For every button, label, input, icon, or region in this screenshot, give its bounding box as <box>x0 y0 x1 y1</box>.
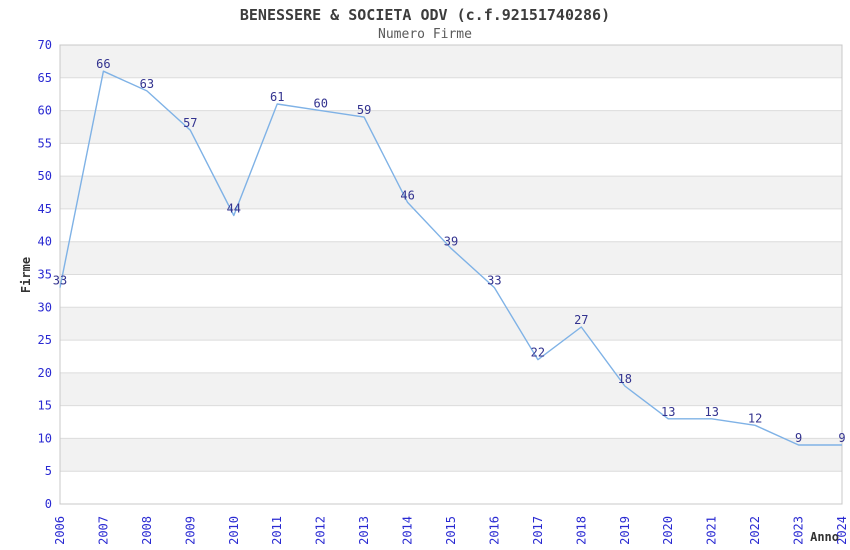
y-axis-tick-label: 20 <box>38 366 52 380</box>
plot-border <box>59 44 843 505</box>
plot-band <box>60 471 842 504</box>
y-axis-tick-label: 40 <box>38 235 52 249</box>
y-axis-tick-label: 15 <box>38 399 52 413</box>
y-axis-tick-label: 35 <box>38 268 52 282</box>
x-axis-tick-label: 2006 <box>53 516 67 545</box>
y-axis-tick-label: 55 <box>38 136 52 150</box>
chart-title: BENESSERE & SOCIETA ODV (c.f.92151740286… <box>239 6 611 24</box>
y-axis-tick-label: 60 <box>38 104 52 118</box>
x-axis-title: Anno <box>810 530 839 544</box>
data-point-label: 46 <box>400 188 414 202</box>
x-axis-tick-label: 2007 <box>96 516 110 545</box>
y-axis-tick-label: 30 <box>38 300 52 314</box>
y-axis-tick-label: 50 <box>38 169 52 183</box>
y-axis-tick-label: 65 <box>38 71 52 85</box>
data-point-label: 13 <box>661 405 675 419</box>
plot-band <box>60 77 842 111</box>
y-axis-tick-label: 5 <box>45 464 52 478</box>
plot-band <box>60 176 842 209</box>
data-point-label: 9 <box>795 431 802 445</box>
plot-band <box>60 438 842 472</box>
data-point-label: 33 <box>487 274 501 288</box>
plot-band <box>60 241 842 275</box>
data-point-label: 18 <box>618 372 632 386</box>
x-axis-tick-label: 2017 <box>531 516 545 545</box>
data-point-label: 57 <box>183 116 197 130</box>
x-axis-tick-label: 2015 <box>444 516 458 545</box>
data-point-label: 27 <box>574 313 588 327</box>
y-axis-tick-label: 25 <box>38 333 52 347</box>
x-axis-tick-label: 2019 <box>618 516 632 545</box>
data-point-label: 39 <box>444 234 458 248</box>
plot-band <box>60 143 842 177</box>
x-axis-tick-label: 2020 <box>661 516 675 545</box>
x-axis-tick-label: 2016 <box>487 516 501 545</box>
x-axis-tick-label: 2024 <box>835 516 849 545</box>
x-axis-tick-label: 2009 <box>183 516 197 545</box>
plot-band <box>60 307 842 341</box>
data-point-label: 59 <box>357 103 371 117</box>
data-line <box>59 70 842 446</box>
plot-band <box>60 340 842 373</box>
x-axis-tick-label: 2008 <box>140 516 154 545</box>
y-axis-tick-label: 70 <box>38 38 52 52</box>
data-point-label: 12 <box>748 411 762 425</box>
data-point-label: 60 <box>313 97 327 111</box>
data-point-label: 63 <box>140 77 154 91</box>
plot-band <box>60 372 842 406</box>
x-axis-tick-label: 2021 <box>705 516 719 545</box>
data-point-label: 44 <box>227 202 241 216</box>
y-axis-tick-label: 0 <box>45 497 52 511</box>
data-point-label: 22 <box>531 346 545 360</box>
x-axis-tick-label: 2012 <box>314 516 328 545</box>
plot-band <box>60 110 842 144</box>
plot-band <box>60 208 842 242</box>
data-point-label: 33 <box>53 274 67 288</box>
data-point-label: 9 <box>838 431 845 445</box>
chart-subtitle: Numero Firme <box>378 27 472 42</box>
x-axis-tick-label: 2010 <box>227 516 241 545</box>
x-axis-tick-label: 2018 <box>574 516 588 545</box>
y-axis-tick-label: 45 <box>38 202 52 216</box>
x-axis-tick-label: 2013 <box>357 516 371 545</box>
x-axis-tick-label: 2014 <box>401 516 415 545</box>
data-point-label: 66 <box>96 57 110 71</box>
y-axis-title: Firme <box>19 257 33 293</box>
x-axis-tick-label: 2022 <box>748 516 762 545</box>
x-axis-tick-label: 2011 <box>270 516 284 545</box>
data-point-label: 61 <box>270 90 284 104</box>
x-axis-tick-label: 2023 <box>792 516 806 545</box>
plot-band <box>60 45 842 78</box>
y-axis-tick-label: 10 <box>38 431 52 445</box>
data-point-label: 13 <box>704 405 718 419</box>
plot-band <box>60 274 842 308</box>
plot-band <box>60 405 842 439</box>
